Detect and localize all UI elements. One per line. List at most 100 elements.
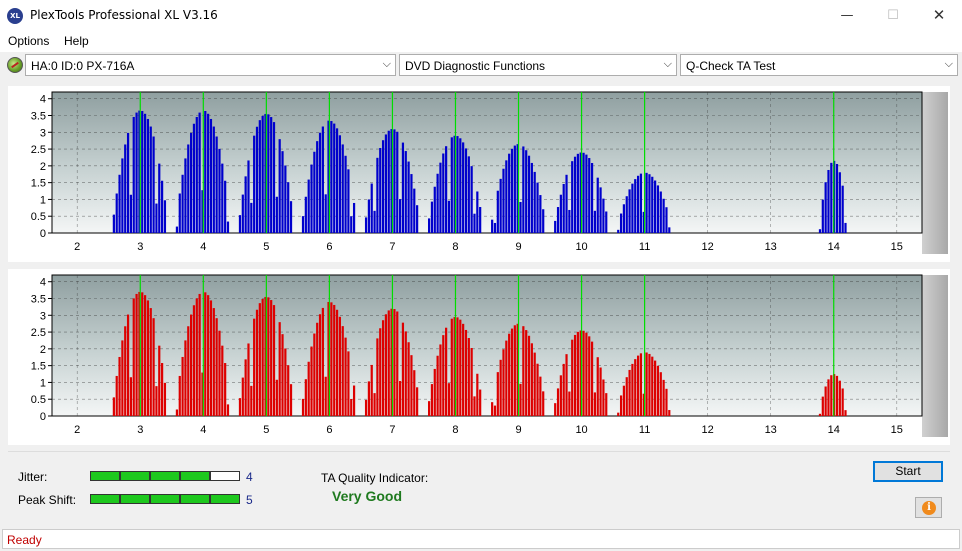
chart-bar [184, 340, 187, 416]
chart-bar [505, 160, 508, 233]
chart-bar [244, 359, 247, 416]
chart-bar [379, 147, 382, 233]
chart-bar [844, 222, 847, 233]
y-tick-label: 0.5 [31, 211, 46, 223]
chart-bar [247, 343, 250, 416]
x-tick-label: 12 [702, 424, 714, 436]
chart-bar [565, 174, 568, 233]
chart-bar [226, 404, 230, 416]
chart-bar [542, 209, 545, 233]
y-tick-label: 0.5 [31, 394, 46, 406]
chart-bar [634, 359, 637, 416]
chart-bar [399, 381, 402, 416]
chart-bar [416, 205, 419, 233]
chart-bar [241, 194, 244, 233]
chart-bar [115, 375, 118, 416]
chart-bar [212, 308, 215, 416]
title-bar: XL PlexTools Professional XL V3.16 — ☐ ✕ [0, 0, 962, 31]
chart-bar [530, 162, 533, 233]
minimize-button[interactable]: — [840, 8, 854, 23]
chart-bar [287, 182, 290, 233]
function-select[interactable]: DVD Diagnostic Functions ⌵ [399, 54, 677, 76]
chart-bar [456, 136, 459, 233]
results-panel [8, 451, 950, 523]
chart-bar [264, 113, 267, 233]
chart-bar [838, 380, 841, 416]
chart-bar [568, 209, 571, 233]
chart-bar [221, 345, 224, 416]
chart-bar [304, 379, 307, 416]
chart-bar [141, 110, 144, 233]
peak-shift-value: 5 [246, 493, 253, 507]
maximize-button[interactable]: ☐ [887, 8, 899, 23]
chart-bar [396, 311, 399, 416]
chart-bar [571, 161, 574, 233]
chart-bar [410, 355, 413, 416]
chart-bar [316, 322, 319, 416]
close-button[interactable]: ✕ [932, 6, 946, 24]
chart-bar [192, 305, 196, 416]
chart-bar [491, 219, 494, 233]
chart-bar [121, 158, 124, 233]
chart-bar [124, 144, 127, 233]
chart-bar [433, 186, 436, 233]
chart-bar [209, 300, 213, 416]
menu-options[interactable]: Options [8, 34, 50, 48]
chart-bar [324, 194, 327, 233]
chart-bar [838, 172, 841, 233]
x-tick-label: 15 [891, 424, 903, 436]
chart-bar [313, 151, 316, 233]
menu-help[interactable]: Help [64, 34, 89, 48]
status-text: Ready [7, 533, 42, 547]
chart-panel-lands: 4 3.5 3 2.5 2 1.5 1 0.5 0 2 3 4 5 6 7 8 9 10 11 12 13 14 15 [8, 86, 950, 262]
y-tick-label: 4 [40, 94, 46, 106]
chart-bar [516, 323, 519, 416]
chart-bar [178, 375, 181, 416]
chart-bar [605, 211, 608, 233]
chart-bar [155, 386, 158, 416]
chart-bar [579, 152, 582, 233]
test-select[interactable]: Q-Check TA Test ⌵ [680, 54, 958, 76]
chart-bar [270, 300, 273, 416]
drive-select[interactable]: HA:0 ID:0 PX-716A ⌵ [25, 54, 396, 76]
drive-select-value: HA:0 ID:0 PX-716A [31, 59, 135, 73]
chart-bar [559, 194, 562, 233]
chart-bar [138, 291, 141, 416]
chart-bar [344, 337, 347, 416]
x-tick-label: 4 [200, 424, 206, 436]
chart-bar [651, 356, 654, 416]
chart-bar [250, 385, 253, 416]
chart-bar [324, 376, 327, 416]
chart-bar [656, 365, 660, 416]
chart-bar [384, 314, 388, 416]
chart-bar [562, 363, 565, 416]
chart-bar [844, 410, 847, 416]
chart-bar [187, 326, 190, 416]
jitter-meter-segment [120, 471, 150, 481]
chart-bar [467, 156, 470, 233]
peak-shift-meter-segment [90, 494, 120, 504]
x-tick-label: 9 [515, 424, 521, 436]
chart-bar [556, 388, 560, 416]
chart-bar [662, 379, 665, 416]
chart-bar [599, 187, 602, 233]
chart-bar [161, 363, 164, 416]
start-button[interactable]: Start [873, 461, 943, 482]
x-tick-label: 14 [828, 424, 840, 436]
peak-shift-meter-segment [150, 494, 180, 504]
chart-bar [255, 309, 259, 416]
chart-bar [445, 146, 448, 233]
chart-bar [161, 180, 164, 233]
chart-bar [576, 331, 579, 416]
chart-bar [126, 132, 130, 233]
chart-bar [149, 308, 152, 416]
chart-bar [390, 129, 393, 233]
chart-bar [335, 128, 339, 233]
x-tick-label: 5 [263, 424, 269, 436]
chart-bar [163, 382, 167, 416]
info-button[interactable]: i [915, 497, 942, 518]
chart-bar [399, 199, 402, 233]
chart-bar [476, 191, 479, 233]
chart-bar [479, 389, 482, 416]
chart-bar [648, 174, 651, 233]
